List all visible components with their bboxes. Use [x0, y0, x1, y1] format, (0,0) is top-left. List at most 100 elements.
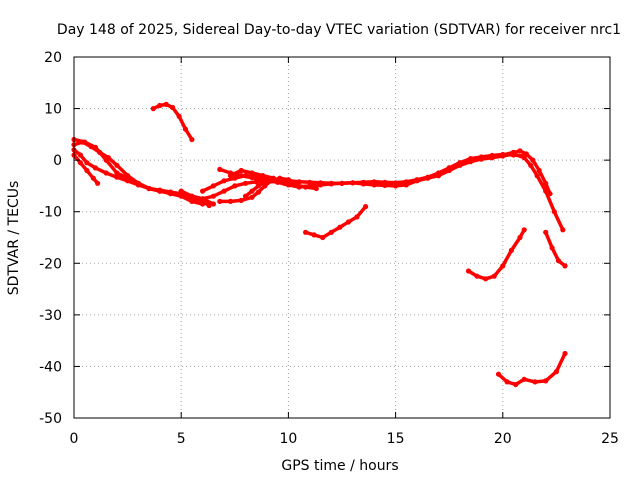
data-point [543, 180, 549, 186]
data-point [255, 183, 261, 189]
data-point [163, 101, 169, 107]
data-point [210, 183, 216, 189]
data-point [227, 198, 234, 204]
data-point [560, 227, 566, 233]
series-line-track-9 [218, 176, 299, 204]
series-line-track-15 [466, 228, 526, 281]
data-point [318, 180, 324, 186]
data-point [84, 167, 90, 174]
grid-lines [74, 57, 610, 418]
x-tick-label: 25 [601, 431, 619, 447]
data-point [543, 229, 549, 235]
data-point [242, 180, 249, 186]
data-point [328, 180, 334, 186]
data-point [167, 189, 174, 195]
data-point [114, 174, 120, 180]
data-point [249, 194, 255, 200]
data-point [446, 165, 452, 171]
data-point [339, 180, 345, 186]
data-point [217, 198, 223, 204]
data-point [178, 188, 184, 194]
data-point [294, 180, 300, 186]
x-tick-label: 10 [279, 431, 297, 447]
data-point [313, 185, 319, 192]
data-point [521, 376, 527, 382]
y-tick-label: -20 [39, 256, 62, 272]
data-point [465, 268, 472, 274]
data-point [350, 180, 356, 186]
data-point [311, 232, 317, 238]
data-point [270, 175, 276, 181]
data-point [238, 173, 244, 179]
y-tick-label: 0 [53, 153, 62, 169]
data-point [500, 263, 506, 269]
y-tick-label: 20 [44, 50, 62, 66]
data-point [262, 179, 268, 185]
data-point [210, 201, 216, 207]
data-point [114, 162, 120, 168]
data-point [414, 177, 420, 183]
x-tick-label: 5 [177, 431, 186, 447]
data-point [562, 263, 568, 269]
y-axis-label: SDTVAR / TECUs [6, 181, 22, 296]
data-point [77, 160, 83, 166]
data-point [249, 170, 255, 176]
data-point [530, 157, 536, 163]
data-point [360, 179, 366, 185]
data-point [393, 180, 399, 186]
data-point [491, 273, 497, 279]
y-tick-label: -50 [39, 411, 62, 427]
data-point [553, 369, 560, 375]
data-point [217, 166, 223, 172]
y-tick-label: 10 [44, 102, 62, 118]
data-point [382, 179, 388, 185]
data-point [221, 188, 227, 194]
data-point [285, 177, 291, 183]
data-point [255, 189, 261, 195]
data-point [221, 178, 227, 184]
data-point [337, 224, 343, 230]
data-point [189, 193, 195, 199]
data-point [534, 173, 540, 179]
data-point [354, 214, 360, 220]
data-point [92, 165, 98, 171]
data-point [508, 247, 514, 253]
data-point [435, 173, 442, 179]
data-point [303, 184, 309, 190]
data-point [510, 149, 517, 155]
data-point [483, 276, 489, 282]
x-tick-label: 0 [70, 431, 79, 447]
data-point [189, 136, 195, 143]
data-point [500, 152, 506, 158]
chart-title: Day 148 of 2025, Sidereal Day-to-day VTE… [57, 22, 621, 38]
x-tick-label: 20 [494, 431, 512, 447]
axis-ticks: 0 5 10 15 20 25 -50 -40 -30 -20 -10 0 10 20 [39, 50, 619, 447]
data-point [150, 106, 156, 112]
data-point [182, 126, 189, 132]
data-point [210, 193, 216, 199]
data-point [200, 196, 206, 202]
data-point [562, 350, 568, 357]
data-point [513, 381, 519, 388]
data-point [103, 170, 109, 176]
data-point [555, 258, 562, 264]
data-point [504, 379, 510, 385]
data-point [425, 174, 431, 180]
data-point [90, 175, 96, 181]
plot-frame [73, 56, 611, 419]
data-point [281, 180, 287, 186]
data-point [303, 229, 309, 235]
data-point [232, 175, 238, 181]
data-point [403, 179, 409, 185]
data-point [114, 170, 120, 176]
y-tick-label: -30 [39, 308, 62, 324]
data-point [320, 234, 326, 241]
data-point [547, 191, 553, 197]
data-point [157, 102, 163, 109]
x-axis-label: GPS time / hours [281, 458, 398, 474]
data-point [103, 157, 109, 163]
data-point [146, 185, 152, 192]
data-point [307, 179, 313, 185]
series-layer [71, 101, 568, 388]
